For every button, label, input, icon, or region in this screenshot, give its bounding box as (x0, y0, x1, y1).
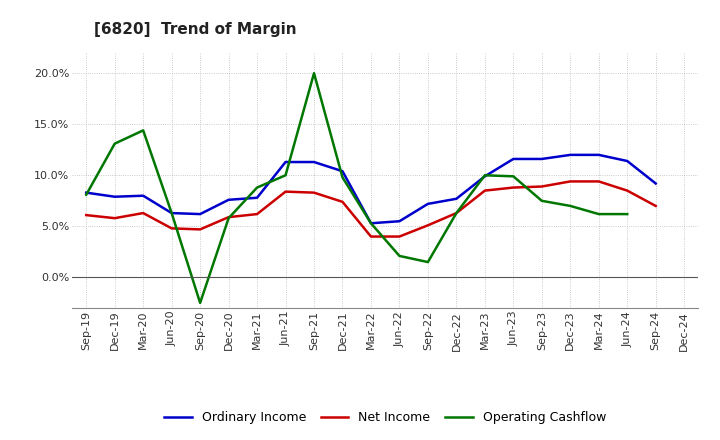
Ordinary Income (366, 220, 375, 226)
Ordinary Income (310, 159, 318, 165)
Net Income (509, 185, 518, 190)
Net Income (537, 184, 546, 189)
Ordinary Income (82, 190, 91, 195)
Operating Cashflow (253, 185, 261, 190)
Net Income (139, 210, 148, 216)
Operating Cashflow (537, 198, 546, 203)
Net Income (82, 213, 91, 218)
Operating Cashflow (82, 192, 91, 197)
Net Income (595, 179, 603, 184)
Operating Cashflow (167, 210, 176, 216)
Operating Cashflow (366, 220, 375, 226)
Line: Ordinary Income: Ordinary Income (86, 155, 656, 223)
Operating Cashflow (480, 172, 489, 178)
Text: [6820]  Trend of Margin: [6820] Trend of Margin (94, 22, 296, 37)
Ordinary Income (452, 196, 461, 202)
Ordinary Income (395, 219, 404, 224)
Net Income (253, 212, 261, 217)
Net Income (110, 216, 119, 221)
Ordinary Income (338, 169, 347, 174)
Operating Cashflow (282, 172, 290, 178)
Ordinary Income (566, 152, 575, 158)
Ordinary Income (652, 181, 660, 186)
Ordinary Income (282, 159, 290, 165)
Net Income (282, 189, 290, 194)
Operating Cashflow (196, 300, 204, 305)
Ordinary Income (110, 194, 119, 199)
Operating Cashflow (395, 253, 404, 259)
Net Income (338, 199, 347, 205)
Ordinary Income (196, 212, 204, 217)
Operating Cashflow (509, 174, 518, 179)
Operating Cashflow (423, 260, 432, 265)
Net Income (623, 188, 631, 193)
Ordinary Income (537, 156, 546, 161)
Ordinary Income (509, 156, 518, 161)
Net Income (423, 223, 432, 228)
Operating Cashflow (139, 128, 148, 133)
Net Income (480, 188, 489, 193)
Legend: Ordinary Income, Net Income, Operating Cashflow: Ordinary Income, Net Income, Operating C… (164, 411, 606, 424)
Net Income (395, 234, 404, 239)
Ordinary Income (225, 197, 233, 202)
Operating Cashflow (225, 216, 233, 221)
Ordinary Income (139, 193, 148, 198)
Net Income (452, 210, 461, 216)
Ordinary Income (423, 201, 432, 206)
Operating Cashflow (338, 175, 347, 180)
Ordinary Income (167, 210, 176, 216)
Net Income (225, 215, 233, 220)
Operating Cashflow (623, 212, 631, 217)
Line: Operating Cashflow: Operating Cashflow (86, 73, 627, 303)
Net Income (196, 227, 204, 232)
Net Income (652, 203, 660, 209)
Operating Cashflow (452, 210, 461, 216)
Ordinary Income (623, 158, 631, 164)
Net Income (366, 234, 375, 239)
Net Income (566, 179, 575, 184)
Ordinary Income (595, 152, 603, 158)
Ordinary Income (480, 174, 489, 179)
Line: Net Income: Net Income (86, 181, 656, 237)
Ordinary Income (253, 195, 261, 200)
Net Income (167, 226, 176, 231)
Operating Cashflow (310, 70, 318, 76)
Operating Cashflow (595, 212, 603, 217)
Net Income (310, 190, 318, 195)
Operating Cashflow (110, 141, 119, 146)
Operating Cashflow (566, 203, 575, 209)
